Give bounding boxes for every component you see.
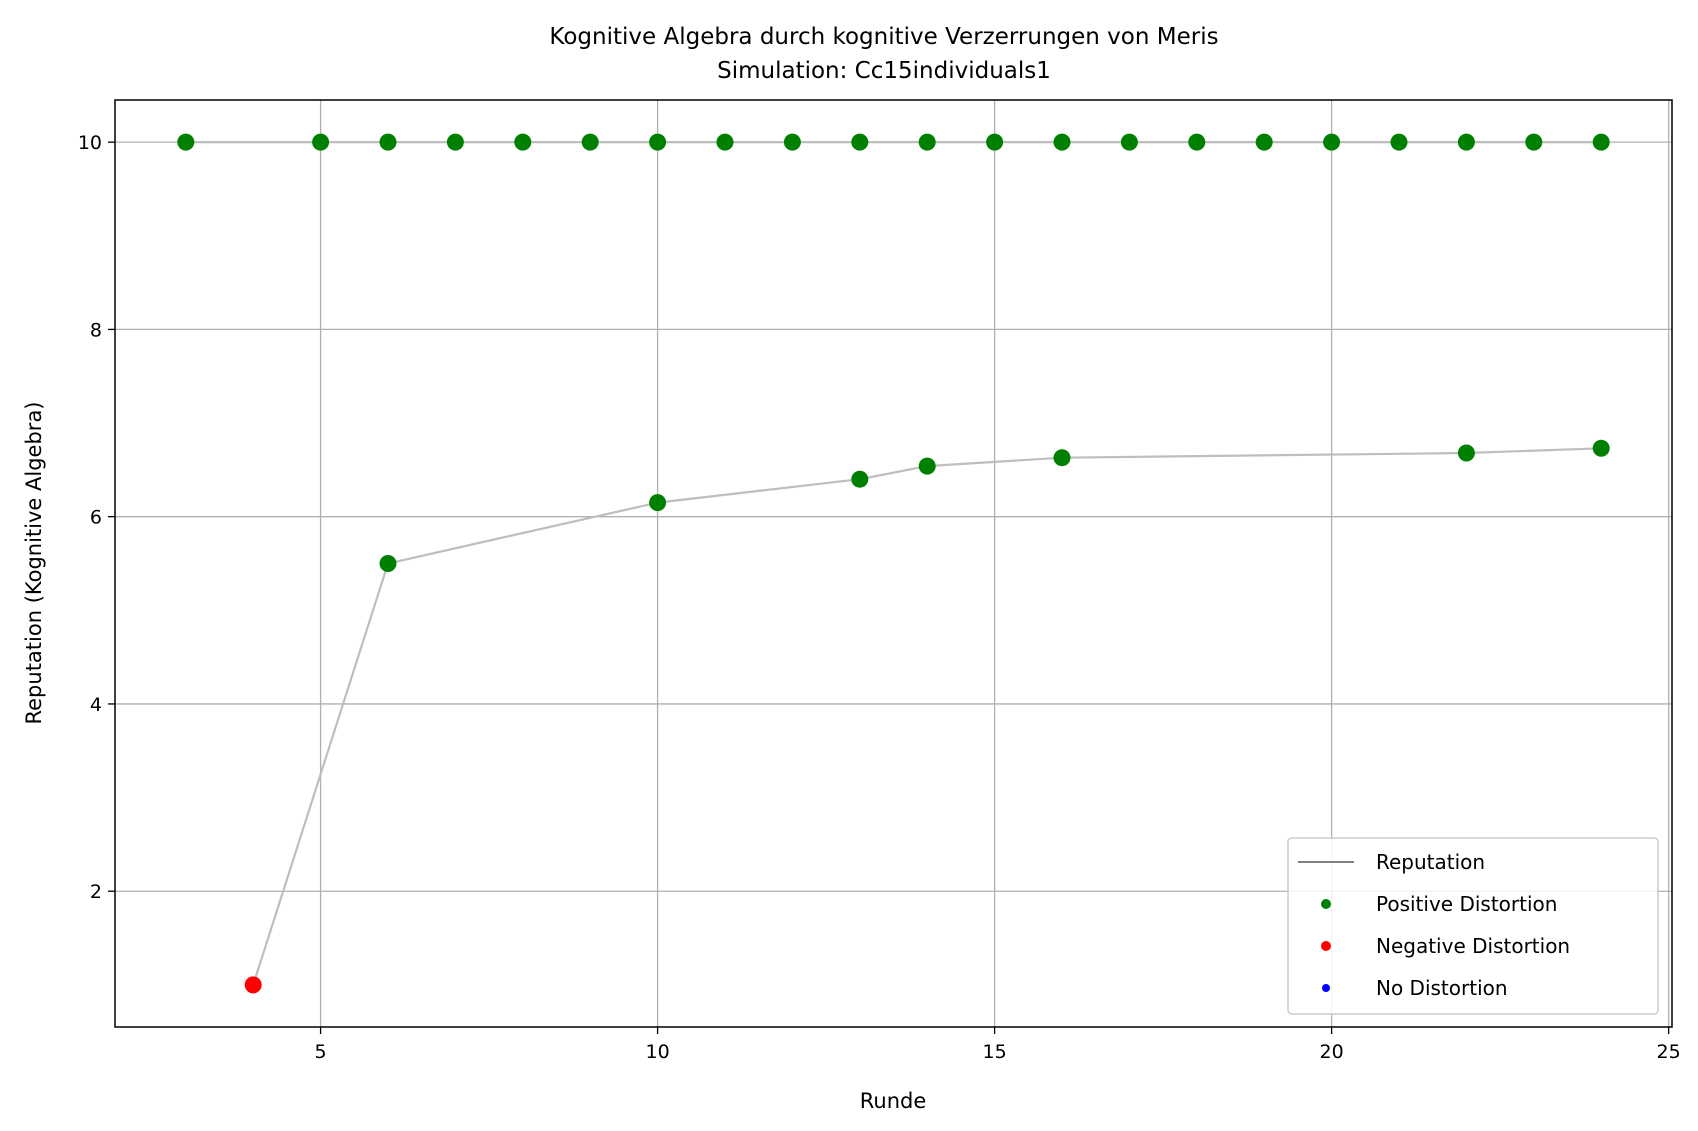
positive-distortion-point: [1592, 133, 1610, 151]
positive-distortion-point: [581, 133, 599, 151]
y-tick-label: 4: [90, 694, 102, 716]
positive-distortion-point: [312, 133, 330, 151]
positive-distortion-point: [1457, 133, 1475, 151]
legend-positive-marker-icon: [1321, 899, 1331, 909]
y-axis-label: Reputation (Kognitive Algebra): [22, 401, 46, 724]
positive-distortion-point: [1188, 133, 1206, 151]
y-axis-ticks: 2 4 6 8 10: [78, 132, 115, 903]
plot-frame: [114, 99, 1673, 1028]
positive-distortion-point: [716, 133, 734, 151]
legend-label-reputation: Reputation: [1376, 850, 1485, 874]
legend: Reputation Positive Distortion Negative …: [1287, 837, 1659, 1015]
y-tick-label: 6: [90, 507, 102, 529]
positive-distortion-point: [177, 133, 195, 151]
x-tick-label: 10: [645, 1041, 669, 1063]
positive-distortion-point: [1390, 133, 1408, 151]
positive-distortion-point: [446, 133, 464, 151]
positive-distortion-point: [649, 494, 667, 512]
positive-distortion-point: [1053, 449, 1071, 467]
y-tick-label: 10: [78, 132, 102, 154]
chart-title: Kognitive Algebra durch kognitive Verzer…: [549, 24, 1218, 50]
positive-distortion-point: [851, 470, 869, 488]
legend-negative-marker-icon: [1321, 941, 1331, 951]
positive-distortion-point: [1255, 133, 1273, 151]
positive-distortion-point: [918, 133, 936, 151]
y-tick-label: 8: [90, 319, 102, 341]
legend-label-positive: Positive Distortion: [1376, 892, 1557, 916]
x-tick-label: 25: [1657, 1041, 1681, 1063]
positive-distortion-point: [379, 133, 397, 151]
positive-distortion-point: [379, 555, 397, 572]
y-tick-label: 2: [90, 881, 102, 903]
positive-distortion-point: [1525, 133, 1543, 151]
positive-distortion-point: [851, 133, 869, 151]
x-axis-ticks: 5 10 15 20 25: [315, 1027, 1681, 1063]
chart-subtitle: Simulation: Cc15individuals1: [717, 58, 1051, 84]
reputation-line: [252, 447, 1602, 986]
positive-distortion-point: [918, 457, 936, 475]
legend-label-negative: Negative Distortion: [1376, 934, 1570, 958]
positive-distortion-point: [1457, 444, 1475, 462]
negative-distortion-point: [244, 976, 262, 994]
positive-distortion-point: [1053, 133, 1071, 151]
legend-none-marker-icon: [1322, 984, 1330, 992]
positive-distortion-point: [649, 133, 667, 151]
positive-distortion-point: [1323, 133, 1341, 151]
positive-distortion-point: [986, 133, 1004, 151]
series-layer: [177, 133, 1610, 994]
legend-label-none: No Distortion: [1376, 976, 1508, 1000]
positive-distortion-point: [1120, 133, 1138, 151]
positive-distortion-point: [514, 133, 532, 151]
legend-box: [1287, 837, 1659, 1015]
x-axis-label: Runde: [860, 1089, 927, 1113]
x-tick-label: 5: [315, 1041, 327, 1063]
x-tick-label: 20: [1320, 1041, 1344, 1063]
positive-distortion-point: [1592, 439, 1610, 457]
x-tick-label: 15: [983, 1041, 1007, 1063]
positive-distortion-point: [783, 133, 801, 151]
